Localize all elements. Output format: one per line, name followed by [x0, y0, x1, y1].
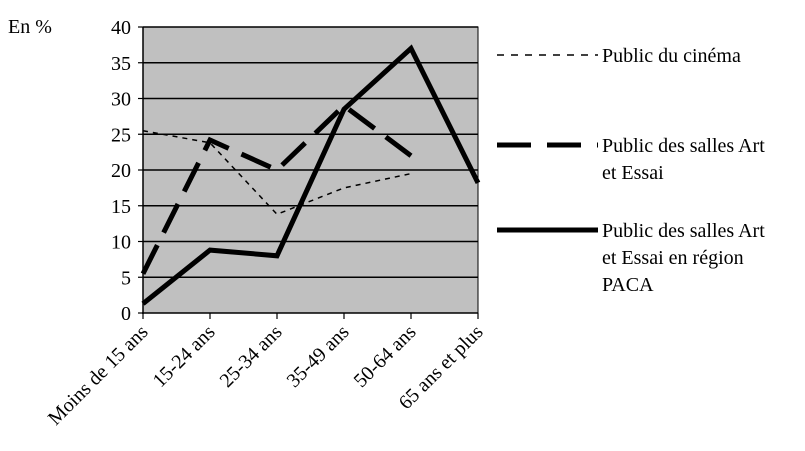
y-axis-title: En %: [8, 16, 52, 38]
x-tick-label: 50-64 ans: [350, 321, 421, 392]
series-line-3: [141, 44, 481, 306]
x-tick-label: 15-24 ans: [149, 321, 220, 392]
series-lines: [140, 44, 481, 306]
y-tick-label: 5: [121, 267, 131, 289]
y-tick-label: 0: [121, 303, 131, 325]
legend: Public du cinéma Public des salles Art et …: [497, 45, 765, 296]
x-tick-label: Moins de 15 ans: [44, 321, 153, 430]
series-line-2: [140, 102, 413, 275]
x-tick-label: 25-34 ans: [216, 321, 287, 392]
series-line-1: [142, 129, 412, 216]
y-tick-label: 15: [111, 196, 131, 218]
legend-label: PACA: [602, 274, 654, 296]
legend-label: Public des salles Art: [602, 135, 765, 157]
y-tick-label: 20: [111, 160, 131, 182]
y-tick-label: 40: [111, 17, 131, 39]
y-tick-label: 25: [111, 124, 131, 146]
legend-label: Public des salles Art: [602, 220, 765, 242]
y-axis-ticks: 0 5 10 15 20 25 30 35 40: [111, 17, 143, 325]
y-tick-label: 35: [111, 53, 131, 75]
y-tick-label: 30: [111, 89, 131, 111]
legend-label: Public du cinéma: [602, 45, 741, 67]
y-tick-label: 10: [111, 232, 131, 254]
legend-label: et Essai: [602, 162, 664, 184]
legend-label: et Essai en région: [602, 247, 744, 269]
gridlines: [143, 26, 478, 278]
x-tick-label: 35-49 ans: [283, 321, 354, 392]
